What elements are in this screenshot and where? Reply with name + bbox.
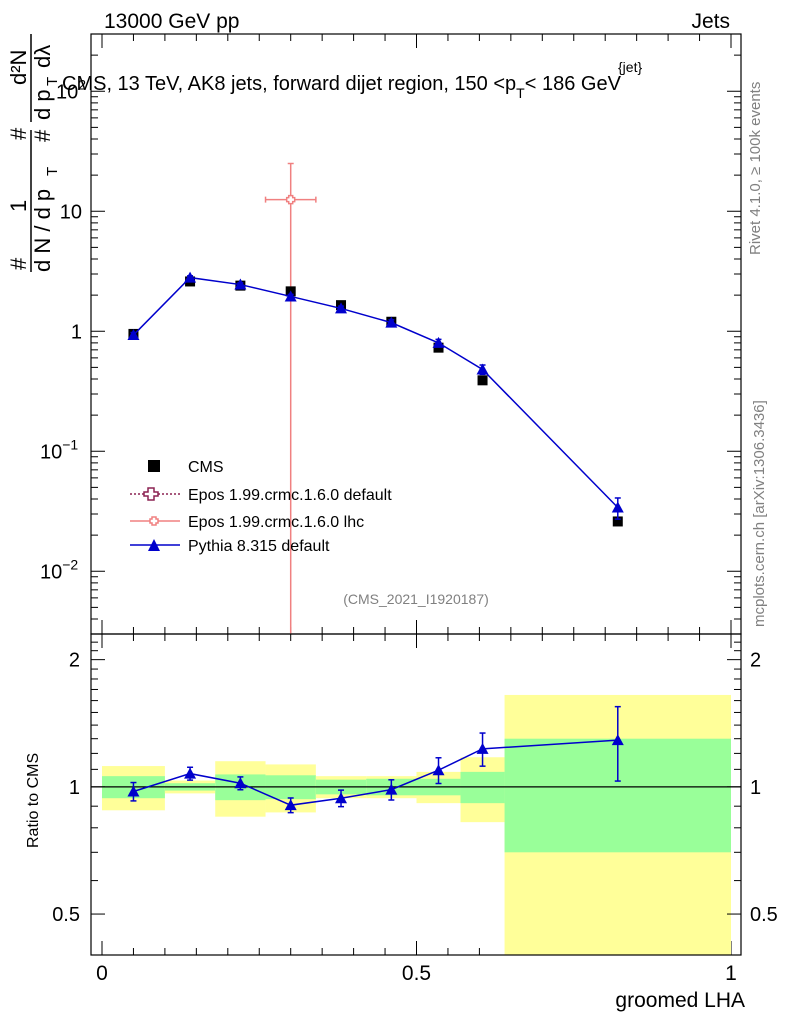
ratio-pythia-point-2: [234, 777, 247, 789]
ylabel-t-sub-2: T: [44, 77, 61, 86]
pythia-point-5: [385, 316, 398, 328]
rivet-version-text: Rivet 4.1.0, ≥ 100k events: [747, 82, 764, 255]
pythia-point-7: [476, 363, 489, 375]
title-sub: T: [516, 85, 525, 101]
ratio-pythia-point-4: [335, 792, 348, 804]
x-tick-label-0: 0: [96, 962, 108, 985]
ratio-pythia-point-6: [432, 764, 445, 776]
pythia-point-8: [611, 501, 624, 513]
pythia-point-0: [127, 329, 140, 341]
ylabel-dn-dpt: d N / d p: [30, 189, 55, 272]
ratio-frame: [90, 633, 742, 956]
pythia-point-2: [234, 278, 247, 290]
ratio-y-tick-label-left-1: 1: [69, 777, 80, 799]
legend: CMS Epos 1.99.crmc.1.6.0 default Epos 1.…: [130, 459, 392, 555]
header-right: Jets: [691, 10, 730, 33]
title-main: CMS, 13 TeV, AK8 jets, forward dijet reg…: [62, 73, 516, 95]
main-y-tick-label-1: 10−1: [40, 436, 78, 463]
ylabel-hash-2: #: [6, 127, 31, 140]
ratio-panel: 0 0.5 1 0.5 0.5 1 1 2 2: [52, 633, 778, 985]
ratio-ylabel: Ratio to CMS: [25, 753, 42, 848]
pythia-point-1: [184, 271, 197, 283]
legend-marker-pythia: [148, 539, 160, 551]
ratio-y-tick-label-right-1: 1: [750, 777, 761, 799]
legend-marker-cms: [148, 460, 160, 472]
title-tail: < 186 GeV: [525, 73, 622, 95]
header-left: 13000 GeV pp: [104, 10, 239, 33]
ylabel-hash-1: #: [6, 257, 31, 270]
main-y-tick-label-2: 1: [71, 321, 82, 343]
title-sup: {jet}: [618, 59, 642, 75]
ratio-pythia-point-7: [476, 742, 489, 754]
pythia-point-3: [284, 290, 297, 302]
main-y-tick-label-3: 10: [60, 201, 82, 223]
ylabel-dlambda: dλ: [30, 45, 55, 68]
main-y-tick-label-4: 102: [56, 76, 86, 103]
ylabel-hash-3: #: [30, 129, 55, 142]
ratio-pythia-point-5: [385, 783, 398, 795]
cms-point-7: [477, 375, 488, 386]
ylabel-one: 1: [6, 200, 31, 212]
ratio-pythia-point-8: [611, 734, 624, 746]
ratio-pythia-point-0: [127, 785, 140, 797]
ratio-y-tick-label-right-2: 2: [750, 650, 761, 672]
ratio-band-stat-7: [460, 771, 505, 804]
x-tick-label-1: 0.5: [402, 962, 431, 985]
legend-label-epos-default: Epos 1.99.crmc.1.6.0 default: [188, 487, 392, 504]
ratio-pythia-point-1: [184, 767, 197, 779]
x-tick-label-2: 1: [725, 962, 737, 985]
ylabel-dpt: d p: [30, 89, 55, 120]
legend-label-cms: CMS: [188, 459, 224, 476]
mcplots-reference-text: mcplots.cern.ch [arXiv:1306.3436]: [751, 400, 768, 627]
ratio-y-tick-label-left-0: 0.5: [52, 904, 80, 926]
xlabel: groomed LHA: [615, 989, 745, 1012]
ylabel-t-sub-1: T: [44, 167, 61, 176]
main-y-tick-label-0: 10−2: [40, 556, 78, 583]
ratio-pythia-point-3: [284, 799, 297, 811]
plot-title: CMS, 13 TeV, AK8 jets, forward dijet reg…: [62, 73, 622, 101]
ratio-y-tick-label-right-0: 0.5: [750, 904, 778, 926]
main-ylabel: # 1 d N / d p T # d²N # d p T dλ: [6, 34, 61, 272]
legend-label-epos-lhc: Epos 1.99.crmc.1.6.0 lhc: [188, 514, 364, 531]
ylabel-d2n: d²N: [6, 50, 31, 85]
pythia-point-6: [432, 336, 445, 348]
legend-label-pythia: Pythia 8.315 default: [188, 538, 330, 555]
ratio-y-tick-label-left-2: 2: [69, 650, 80, 672]
legend-marker-epos-lhc: [149, 516, 159, 526]
analysis-watermark: (CMS_2021_I1920187): [343, 591, 489, 607]
epos-lhc-point: [285, 194, 296, 205]
pythia-point-4: [335, 302, 348, 314]
main-panel: 10−2 10−1 1 10 102: [40, 33, 742, 955]
cms-point-8: [612, 516, 623, 527]
legend-marker-epos-default: [143, 487, 159, 501]
